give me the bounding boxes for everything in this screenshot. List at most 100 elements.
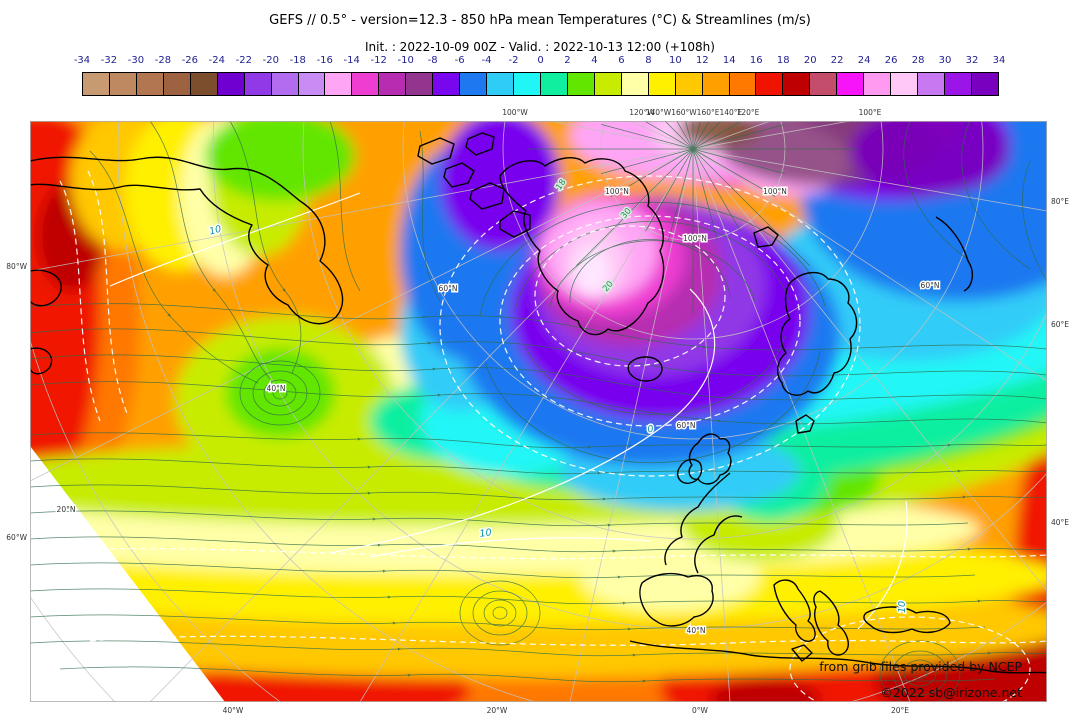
colorbar-cell — [163, 73, 191, 95]
colorbar-cell — [190, 73, 218, 95]
colorbar-tick: 4 — [591, 55, 598, 66]
colorbar-tick: -16 — [316, 55, 333, 66]
axis-label-right: 60°E — [1051, 320, 1070, 329]
colorbar-tick: -26 — [181, 55, 199, 66]
axis-label-left: 80°W — [6, 262, 27, 271]
colorbar-tick: 28 — [911, 55, 925, 66]
colorbar-cell — [271, 73, 299, 95]
colorbar-cell — [487, 73, 514, 95]
colorbar-tick: -14 — [343, 55, 360, 66]
colorbar-tick-labels: -34 -32 -30 -28 -26 -24 -22 -20 -18 -16 -14 -12 -10-… — [74, 55, 1006, 68]
colorbar-cell — [567, 73, 595, 95]
colorbar-tick: -6 — [454, 55, 465, 66]
colorbar-cell — [702, 73, 730, 95]
colorbar-cell — [783, 73, 811, 95]
colorbar-tick: 30 — [938, 55, 952, 66]
colorbar-tick: -20 — [262, 55, 279, 66]
grid-label: 40°N — [687, 626, 706, 635]
colorbar-cell — [756, 73, 784, 95]
colorbar-cell — [540, 73, 568, 95]
colorbar-tick: -24 — [208, 55, 226, 66]
axis-label-bottom: 20°E — [890, 706, 910, 715]
colorbar-tick: 22 — [830, 55, 844, 66]
colorbar-tick: 32 — [965, 55, 979, 66]
grid-label: 40°N — [267, 384, 286, 393]
colorbar-cell — [109, 73, 137, 95]
colorbar-tick: 12 — [695, 55, 709, 66]
grid-label: 100°N — [605, 187, 629, 196]
axis-label-left: 60°W — [6, 533, 27, 542]
colorbar-tick: 0 — [537, 55, 544, 66]
grid-label: 100°N — [683, 234, 707, 243]
colorbar-tick: -12 — [370, 55, 387, 66]
contour-label: 10 — [897, 601, 908, 613]
colorbar-cell — [594, 73, 622, 95]
colorbar-cell — [379, 73, 407, 95]
grid-label: 100°N — [763, 187, 787, 196]
axis-label-bottom: 40°W — [222, 706, 244, 715]
map-border — [30, 121, 1047, 702]
grid-label: 60°N — [677, 421, 696, 430]
attribution-copyright: ©2022 sb@irizone.net — [880, 685, 1022, 700]
colorbar-tick: 26 — [884, 55, 898, 66]
colorbar-tick: -2 — [508, 55, 519, 66]
colorbar-cell — [837, 73, 865, 95]
colorbar-tick: 8 — [645, 55, 652, 66]
colorbar-cell — [945, 73, 972, 95]
colorbar-tick: 6 — [618, 55, 625, 66]
colorbar-cell — [460, 73, 488, 95]
streamlines — [30, 121, 1047, 702]
colorbar-tick: -34 — [73, 55, 91, 66]
colorbar-tick: -22 — [235, 55, 252, 66]
colorbar-tick: 16 — [749, 55, 763, 66]
axis-label-right: 80°E — [1051, 197, 1070, 206]
map-panel: 100°N 100°N 100°N 60°N 60°N 60°N 40°N 40°N 20°N 1… — [30, 121, 1047, 702]
grid-label: 60°N — [921, 281, 940, 290]
axis-label-top: 100°W — [502, 108, 528, 117]
chart-title: GEFS // 0.5° - version=12.3 - 850 hPa me… — [269, 13, 811, 28]
colorbar-tick: -8 — [427, 55, 438, 66]
colorbar-tick: -28 — [154, 55, 172, 66]
contour-label: 10 — [479, 527, 493, 540]
colorbar-cell — [298, 73, 326, 95]
colorbar-cell — [864, 73, 892, 95]
colorbar-cell — [514, 73, 541, 95]
colorbar-cell — [918, 73, 945, 95]
weather-map: 100°N 100°N 100°N 60°N 60°N 60°N 40°N 40°N 20°N 1… — [30, 121, 1047, 702]
colorbar-tick: -18 — [289, 55, 306, 66]
colorbar-tick: 14 — [722, 55, 736, 66]
axis-label-bottom: 20°W — [486, 706, 508, 715]
colorbar-cell — [352, 73, 380, 95]
axis-label-top: 120°W — [629, 108, 655, 117]
colorbar-tick: 10 — [668, 55, 682, 66]
contour-label: 0 — [647, 424, 655, 436]
colorbar-cell — [648, 73, 676, 95]
colorbar-tick: -32 — [100, 55, 118, 66]
colorbar-tick: 24 — [857, 55, 871, 66]
colorbar-cell — [675, 73, 703, 95]
colorbar-cell — [83, 73, 110, 95]
contour-label: 10 — [208, 224, 223, 238]
coastlines — [30, 132, 1047, 674]
colorbar-tick: 34 — [992, 55, 1006, 66]
temperature-field: 100°N 100°N 100°N 60°N 60°N 60°N 40°N 40°N 20°N 1… — [30, 121, 1047, 702]
axis-label-top: 140°W160°W160°E140°E — [645, 108, 743, 117]
colorbar-tick: -30 — [127, 55, 145, 66]
projection-void — [30, 446, 225, 702]
colorbar-cell — [406, 73, 434, 95]
graticule — [30, 121, 1047, 702]
colorbar-tick: -10 — [397, 55, 414, 66]
colorbar-tick: 20 — [803, 55, 817, 66]
colorbar-tick: 2 — [564, 55, 571, 66]
colorbar-cell — [621, 73, 649, 95]
colorbar-cell — [217, 73, 245, 95]
colorbar-cell — [971, 73, 998, 95]
axis-label-bottom: 0°W — [692, 706, 708, 715]
grid-label: 20°N — [57, 505, 76, 514]
colorbar-cell — [433, 73, 461, 95]
colorbar-cell — [810, 73, 838, 95]
grid-label: 60°N — [439, 284, 458, 293]
chart-subtitle: Init. : 2022-10-09 00Z - Valid. : 2022-1… — [365, 40, 715, 54]
colorbar-tick: -4 — [481, 55, 492, 66]
